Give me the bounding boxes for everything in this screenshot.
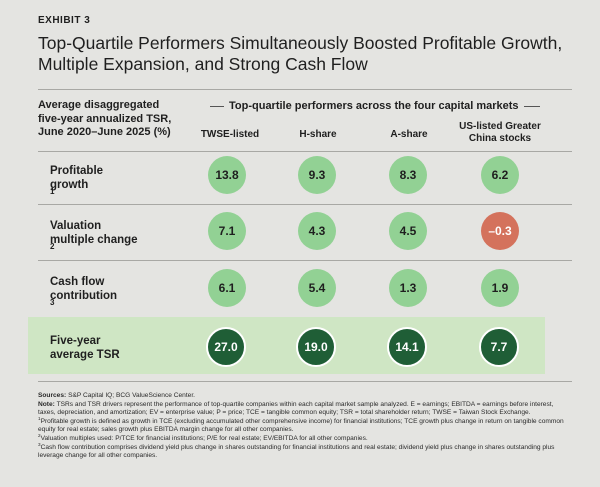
footnote-2: 2Valuation multiples used: P/TCE for fin… xyxy=(38,432,368,442)
value-bubble: 13.8 xyxy=(208,156,246,194)
exhibit-label: EXHIBIT 3 xyxy=(38,15,91,26)
row-label-five-year-average-tsr: Five-year average TSR xyxy=(50,335,120,361)
row-divider xyxy=(38,204,572,205)
footnotes: Sources: S&P Capital IQ; BCG ValueScienc… xyxy=(38,392,566,461)
total-value-bubble: 19.0 xyxy=(296,327,336,367)
bottom-divider xyxy=(38,381,572,382)
title-line-2: Multiple Expansion, and Strong Cash Flow xyxy=(38,54,368,74)
value-bubble: 1.9 xyxy=(481,269,519,307)
row-header-line-1: Average disaggregated xyxy=(38,99,160,111)
total-value-bubble: 14.1 xyxy=(387,327,427,367)
row-header-line-2: five-year annualized TSR, xyxy=(38,112,172,125)
row-divider xyxy=(38,151,572,152)
value-bubble: 7.1 xyxy=(208,212,246,250)
row-label-cash-flow-contribution: Cash flow contribution 3 xyxy=(50,276,118,307)
value-bubble: 6.2 xyxy=(481,156,519,194)
group-header: Top-quartile performers across the four … xyxy=(210,99,540,113)
value-bubble: 8.3 xyxy=(389,156,427,194)
value-bubble: 1.3 xyxy=(389,269,427,307)
row-header: Average disaggregated five-year annualiz… xyxy=(38,99,188,140)
general-note: Note: TSRs and TSR drivers represent the… xyxy=(38,400,554,417)
row-divider xyxy=(38,260,572,261)
footnote-3: 3Cash flow contribution comprises divide… xyxy=(38,441,555,460)
exhibit-title: Top-Quartile Performers Simultaneously B… xyxy=(38,33,578,75)
value-bubble: 5.4 xyxy=(298,269,336,307)
value-bubble: 9.3 xyxy=(298,156,336,194)
top-divider xyxy=(38,89,572,90)
title-line-1: Top-Quartile Performers Simultaneously B… xyxy=(38,33,563,53)
row-header-line-3: June 2020–June 2025 (%) xyxy=(38,126,171,138)
total-row-band xyxy=(28,317,545,374)
value-bubble: 4.5 xyxy=(389,212,427,250)
group-header-dash-right xyxy=(523,105,540,107)
column-header-h-share: H-share xyxy=(299,129,337,140)
group-header-dash-left xyxy=(210,105,224,107)
column-header-twse: TWSE-listed xyxy=(200,129,260,140)
sources-note: Sources: S&P Capital IQ; BCG ValueScienc… xyxy=(38,392,195,399)
value-bubble: 4.3 xyxy=(298,212,336,250)
column-header-a-share: A-share xyxy=(390,129,428,140)
total-value-bubble: 7.7 xyxy=(479,327,519,367)
footnote-1: 1Profitable growth is defined as growth … xyxy=(38,415,564,434)
row-label-profitable-growth: Profitable growth 1 xyxy=(50,165,104,196)
row-label-valuation-multiple-change: Valuation multiple change 2 xyxy=(50,220,138,251)
negative-value-bubble: –0.3 xyxy=(481,212,519,250)
column-header-us-listed: US-listed Greater China stocks xyxy=(459,121,541,144)
total-value-bubble: 27.0 xyxy=(206,327,246,367)
group-header-text: Top-quartile performers across the four … xyxy=(229,100,519,112)
value-bubble: 6.1 xyxy=(208,269,246,307)
